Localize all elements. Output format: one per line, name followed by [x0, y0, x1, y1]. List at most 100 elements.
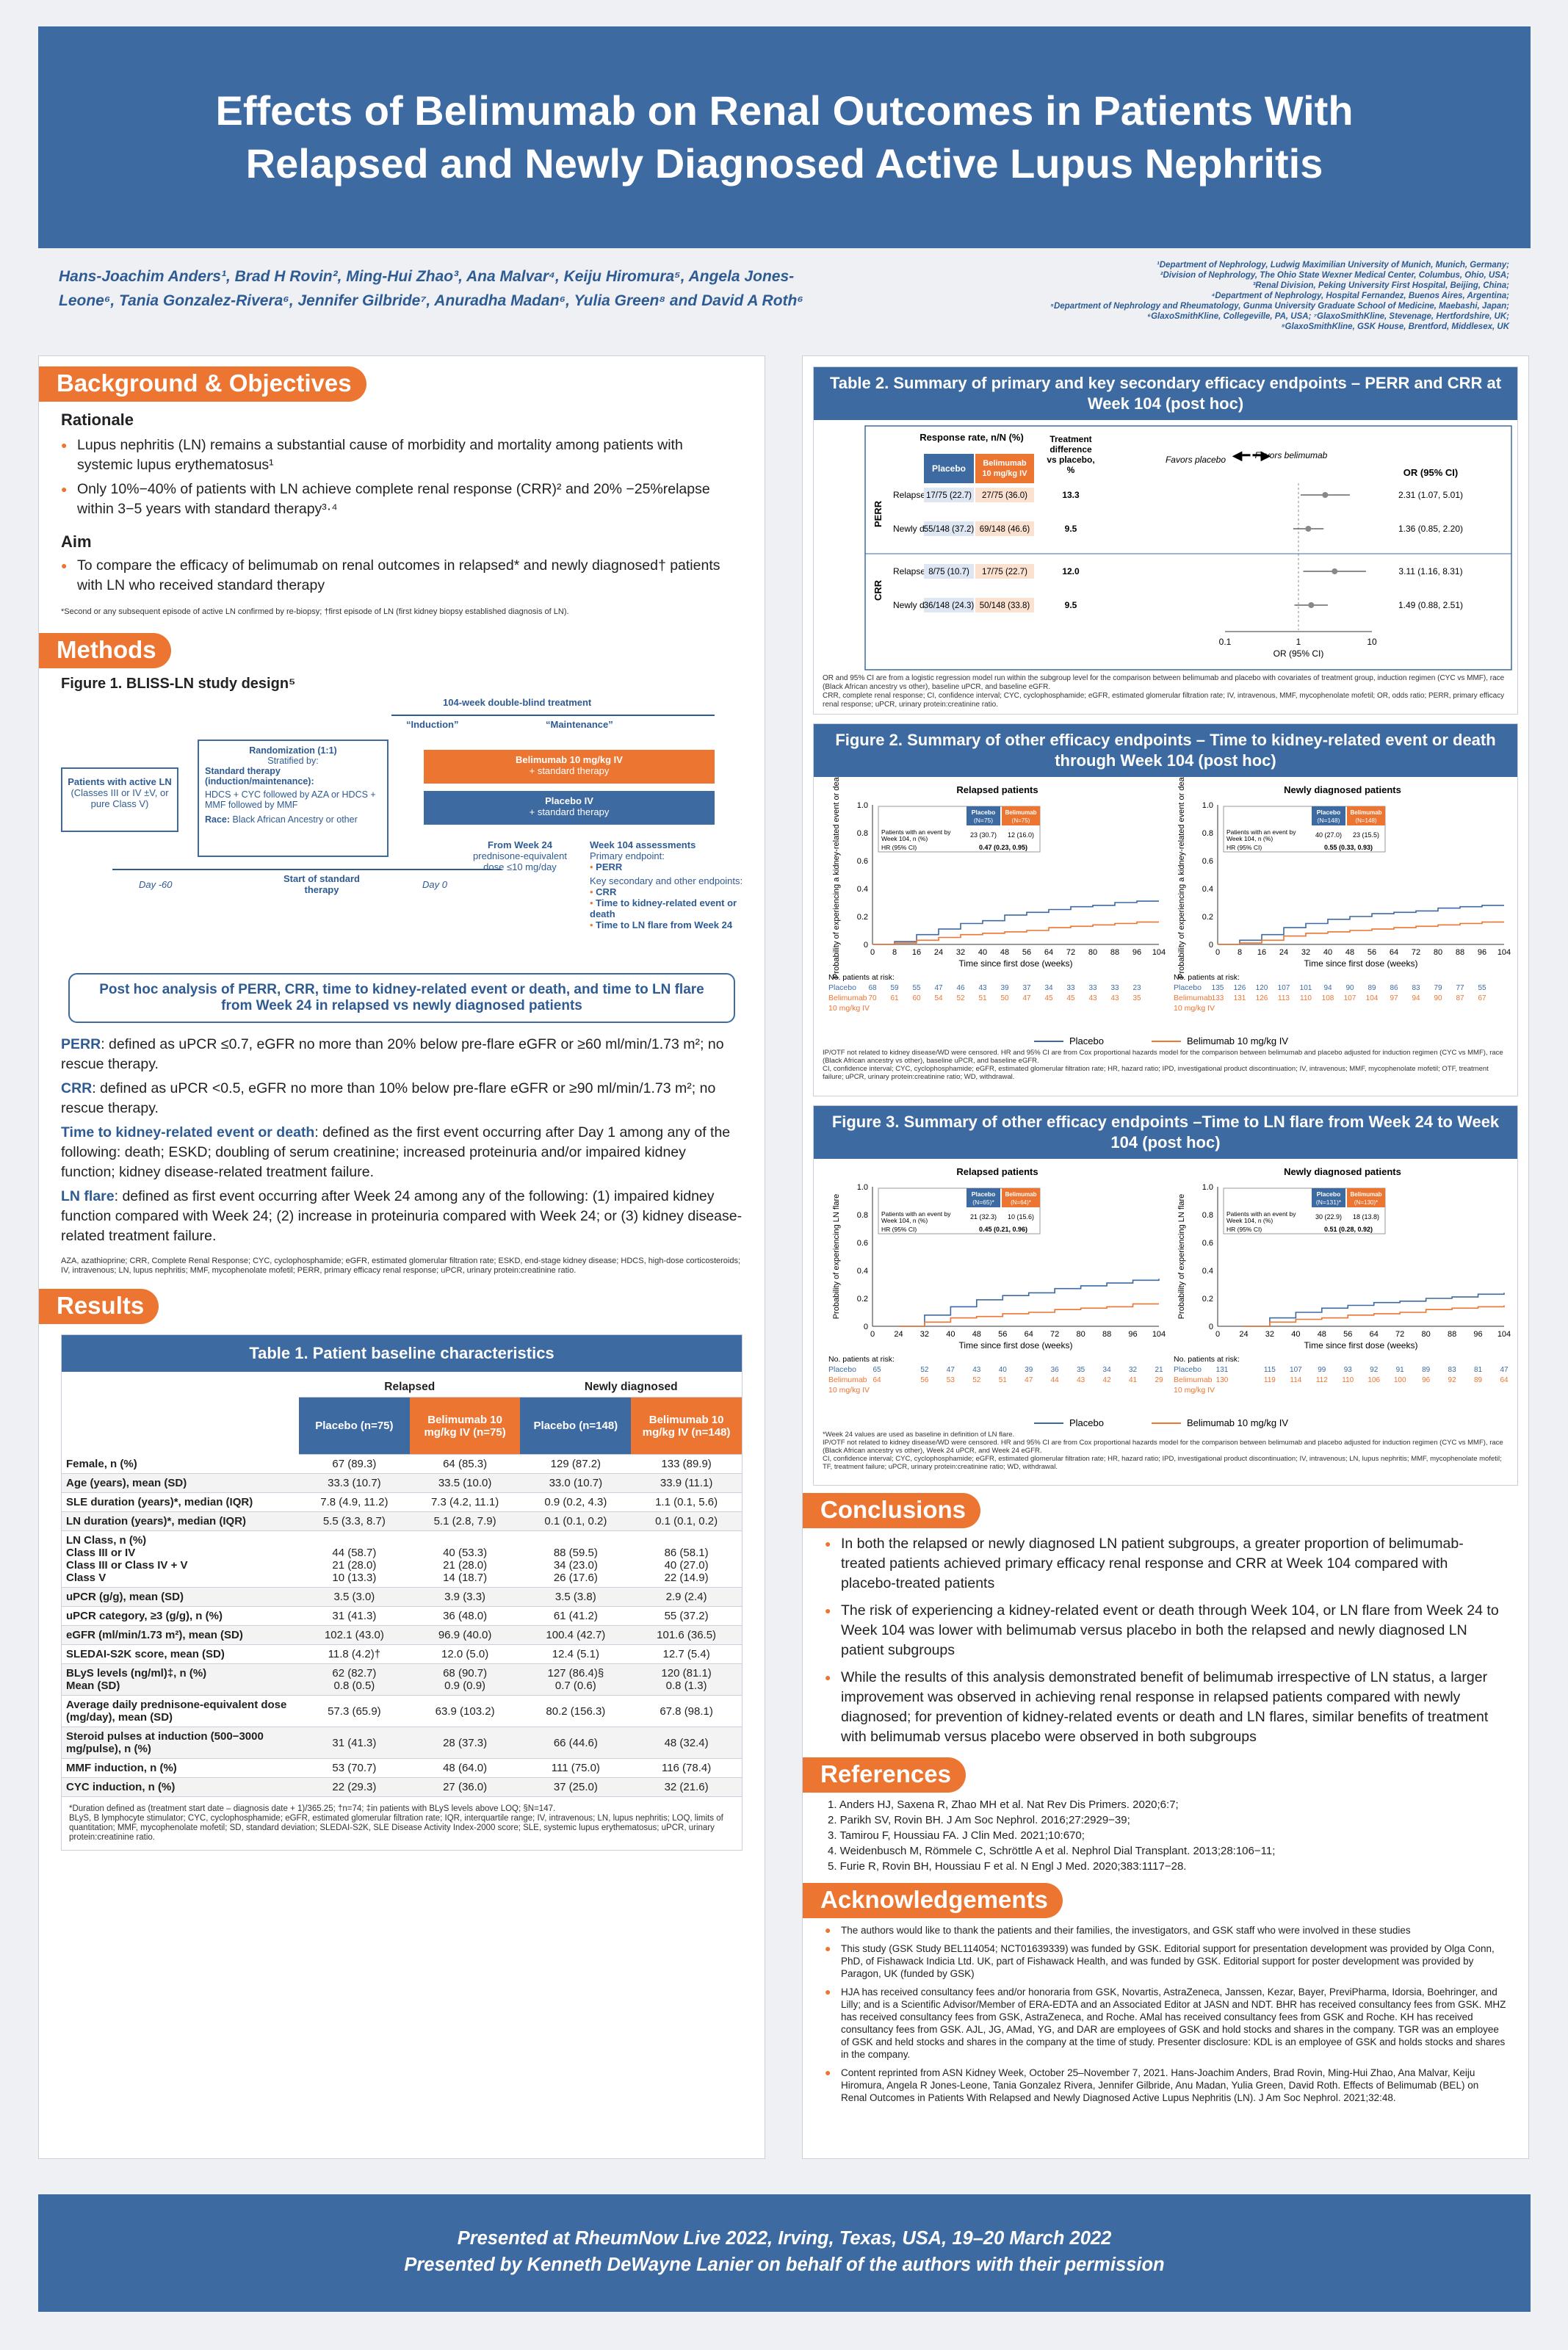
inset-header: (N=130)*: [1354, 1199, 1378, 1206]
risk-number: 47: [1022, 994, 1031, 1002]
diff-header: %: [1067, 465, 1075, 475]
inset-header: Belimumab: [1005, 1191, 1036, 1198]
conclusion-item: While the results of this analysis demon…: [825, 1668, 1506, 1747]
risk-number: 126: [1234, 984, 1246, 992]
risk-number: 126: [1256, 994, 1268, 1002]
risk-number: 91: [1396, 1366, 1405, 1374]
risk-number: 92: [1448, 1376, 1457, 1384]
inset-value: 21 (32.3): [970, 1213, 997, 1221]
figure1-title: Figure 1. BLISS-LN study design⁵: [61, 676, 296, 692]
x-tick-label: 72: [1412, 948, 1420, 957]
inset-value: 12 (16.0): [1008, 831, 1034, 839]
x-tick-label: 96: [1473, 1330, 1482, 1339]
or-value: 1.49 (0.88, 2.51): [1398, 600, 1463, 610]
x-tick-label: 32: [1265, 1330, 1274, 1339]
km-curve-belimumab: [1243, 1305, 1505, 1327]
x-tick-label: 64: [1044, 948, 1053, 957]
risk-number: 43: [978, 984, 987, 992]
week24-note: From Week 24 prednisone-equivalent dose ≤…: [473, 839, 567, 872]
x-tick-label: 0.1: [1219, 637, 1232, 647]
references-heading: References: [803, 1757, 966, 1793]
x-tick-label: 88: [1102, 1330, 1111, 1339]
response-rate-header: Response rate, n/N (%): [920, 432, 1024, 443]
treatment-span-line: [391, 715, 715, 716]
risk-number: 70: [868, 994, 877, 1002]
row-label: LN duration (years)*, median (IQR): [62, 1511, 300, 1531]
cell-value: 48 (32.4): [631, 1727, 742, 1759]
risk-number: 45: [1044, 994, 1053, 1002]
cell-value: 96.9 (40.0): [409, 1625, 521, 1645]
legend-label: Placebo: [1069, 1035, 1104, 1046]
footer-line: Presented at RheumNow Live 2022, Irving,…: [457, 2228, 1112, 2249]
table-row: SLEDAI-S2K score, mean (SD) 11.8 (4.2)† 12…: [62, 1644, 742, 1664]
risk-number: 89: [1368, 984, 1376, 992]
or-point: [1308, 602, 1315, 608]
cell-value: 32 (21.6): [631, 1777, 742, 1797]
risk-number: 81: [1474, 1366, 1483, 1374]
cell-value: 55/148 (37.2): [924, 525, 975, 534]
x-tick-label: 0: [1215, 1330, 1220, 1339]
x-axis-label: Time since first dose (weeks): [1304, 958, 1418, 969]
treatment-duration-label: 104-week double-blind treatment: [443, 697, 592, 708]
or-value: 2.31 (1.07, 5.01): [1398, 490, 1463, 500]
placebo-header: Placebo: [932, 463, 966, 474]
conclusions-heading: Conclusions: [803, 1493, 981, 1528]
table-row: eGFR (ml/min/1.73 m²), mean (SD) 102.1 (4…: [62, 1625, 742, 1645]
left-column: Background & Objectives Rationale Lupus …: [38, 355, 765, 2159]
cell-value: 62 (82.7) 0.8 (0.5): [299, 1663, 410, 1696]
acknowledgements-list: The authors would like to thank the pati…: [803, 1918, 1528, 2104]
risk-number: 53: [947, 1376, 955, 1384]
cell-value: 12.0 (5.0): [409, 1644, 521, 1664]
x-tick-label: 104: [1497, 1330, 1511, 1339]
inset-value: 0.45 (0.21, 0.96): [979, 1226, 1027, 1233]
cell-value: 101.6 (36.5): [631, 1625, 742, 1645]
x-tick-label: 32: [956, 948, 965, 957]
x-tick-label: 8: [1238, 948, 1242, 957]
inset-value: 0.47 (0.23, 0.95): [979, 844, 1027, 851]
cell-value: 133 (89.9): [631, 1454, 742, 1474]
cell-value: 111 (75.0): [520, 1758, 632, 1778]
y-tick-label: 0.4: [1202, 885, 1213, 894]
induction-label: “Induction”: [406, 719, 459, 730]
cell-value: 3.9 (3.3): [409, 1587, 521, 1607]
y-axis-label: Probability of experiencing a kidney-rel…: [1177, 777, 1186, 979]
y-axis-label: Probability of experiencing LN flare: [1177, 1194, 1186, 1320]
risk-label: No. patients at risk:: [1174, 973, 1240, 982]
reference-item: 3. Tamirou F, Houssiau FA. J Clin Med. 2…: [828, 1829, 1085, 1842]
x-tick-label: 88: [1456, 948, 1464, 957]
cell-value: 57.3 (65.9): [299, 1695, 410, 1727]
risk-number: 104: [1366, 994, 1379, 1002]
references-list: 1. Anders HJ, Saxena R, Zhao MH et al. N…: [803, 1793, 1528, 1874]
cell-value: 17/75 (22.7): [926, 491, 972, 500]
reference-item: 5. Furie R, Rovin BH, Houssiau F et al. …: [828, 1860, 1187, 1873]
arrow-right-icon: ━▶: [1252, 448, 1271, 463]
x-tick-label: 1: [1296, 637, 1301, 647]
inset-header: Belimumab: [1350, 1191, 1381, 1198]
cell-value: 1.1 (0.1, 5.6): [631, 1492, 742, 1512]
results-heading: Results: [39, 1289, 159, 1324]
cell-value: 31 (41.3): [299, 1606, 410, 1626]
x-tick-label: 64: [1390, 948, 1398, 957]
inset-label: Patients with an event by: [881, 828, 951, 836]
x-tick-label: 24: [1279, 948, 1288, 957]
inset-header: (N=148): [1355, 817, 1376, 824]
cell-value: 36/148 (24.3): [924, 601, 975, 610]
placebo-header-bg: [924, 454, 974, 483]
risk-number: 94: [1323, 984, 1332, 992]
risk-number: 110: [1300, 994, 1312, 1002]
methods-abbreviations: AZA, azathioprine; CRR, Complete Renal R…: [61, 1257, 741, 1275]
x-tick-label: 72: [1395, 1330, 1404, 1339]
y-tick-label: 1.0: [1202, 801, 1213, 810]
x-axis-label: Time since first dose (weeks): [959, 1340, 1073, 1351]
x-tick-label: 88: [1110, 948, 1119, 957]
aim-text: To compare the efficacy of belimumab on …: [61, 556, 743, 596]
risk-number: 97: [1390, 994, 1398, 1002]
cell-value: 40 (53.3) 21 (28.0) 14 (18.7): [409, 1530, 521, 1588]
x-tick-label: 104: [1152, 948, 1166, 957]
km-curve-belimumab: [898, 1303, 1159, 1327]
inset-header-bg: [1347, 1188, 1385, 1207]
risk-number: 65: [872, 1366, 881, 1374]
inset-header: (N=75): [974, 817, 993, 824]
col-header: Belimumab 10 mg/kg IV (n=148): [631, 1397, 742, 1455]
diff-header: difference: [1049, 444, 1092, 455]
